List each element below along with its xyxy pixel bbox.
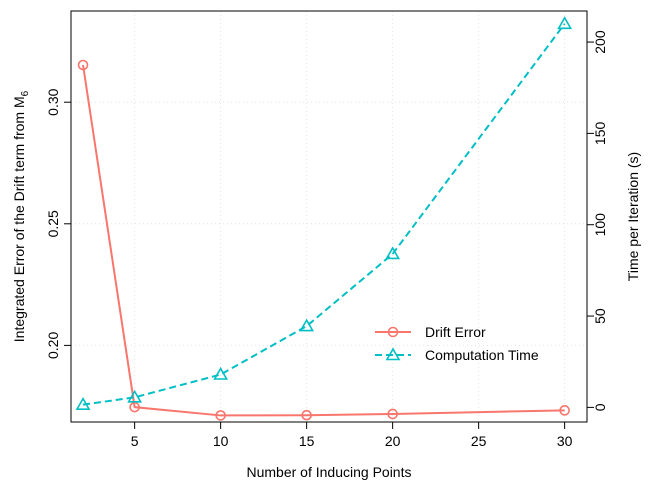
x-tick-label: 5	[131, 433, 139, 449]
y-right-tick-label: 0	[592, 403, 608, 411]
computation-time-point	[127, 389, 143, 403]
y-axis-right-title: Time per Iteration (s)	[625, 152, 641, 281]
drift-error-point	[77, 59, 89, 71]
y-left-tick-label: 0.20	[45, 332, 61, 359]
y-axis-left-title: Integrated Error of the Drift term from …	[11, 90, 31, 342]
computation-time-line	[82, 23, 566, 406]
x-tick-label: 30	[557, 433, 573, 449]
plot-frame	[70, 10, 588, 423]
computation-time-point	[213, 366, 229, 380]
series-layer	[75, 16, 573, 421]
legend-marker-drift-error	[387, 326, 399, 338]
legend-marker-computation-time	[385, 347, 401, 361]
x-tick-label: 15	[299, 433, 315, 449]
drift-error-line	[82, 64, 565, 417]
legend: Drift Error Computation Time	[375, 324, 539, 363]
x-tick-label: 20	[385, 433, 401, 449]
computation-time-point	[385, 246, 401, 260]
x-axis: 5 10 15 20 25 30	[131, 422, 573, 449]
drift-error-point	[301, 409, 312, 421]
computation-time-point	[75, 397, 91, 410]
y-axis-left: 0.20 0.25 0.30	[45, 88, 71, 359]
y-right-tick-label: 200	[592, 30, 608, 54]
drift-error-point	[129, 401, 140, 413]
y-axis-right: 0 50 100 150 200	[587, 30, 608, 411]
x-axis-title: Number of Inducing Points	[247, 464, 412, 480]
y-left-tick-label: 0.25	[45, 210, 61, 237]
grid-lines	[71, 11, 587, 422]
y-right-tick-label: 150	[592, 121, 608, 145]
y-axis-left-title-subscript: 6	[20, 90, 31, 96]
y-right-tick-label: 100	[592, 213, 608, 237]
legend-label-computation-time: Computation Time	[425, 347, 539, 363]
x-tick-label: 10	[213, 433, 229, 449]
x-tick-label: 25	[471, 433, 487, 449]
drift-error-point	[387, 408, 398, 420]
y-right-tick-label: 50	[592, 308, 608, 324]
y-axis-left-title-main: Integrated Error of the Drift term from …	[11, 96, 27, 342]
legend-label-drift-error: Drift Error	[425, 324, 486, 340]
computation-time-point	[557, 16, 573, 30]
y-left-tick-label: 0.30	[45, 88, 61, 115]
drift-error-point	[559, 405, 570, 416]
drift-error-point	[215, 410, 226, 421]
computation-time-point	[299, 318, 315, 332]
